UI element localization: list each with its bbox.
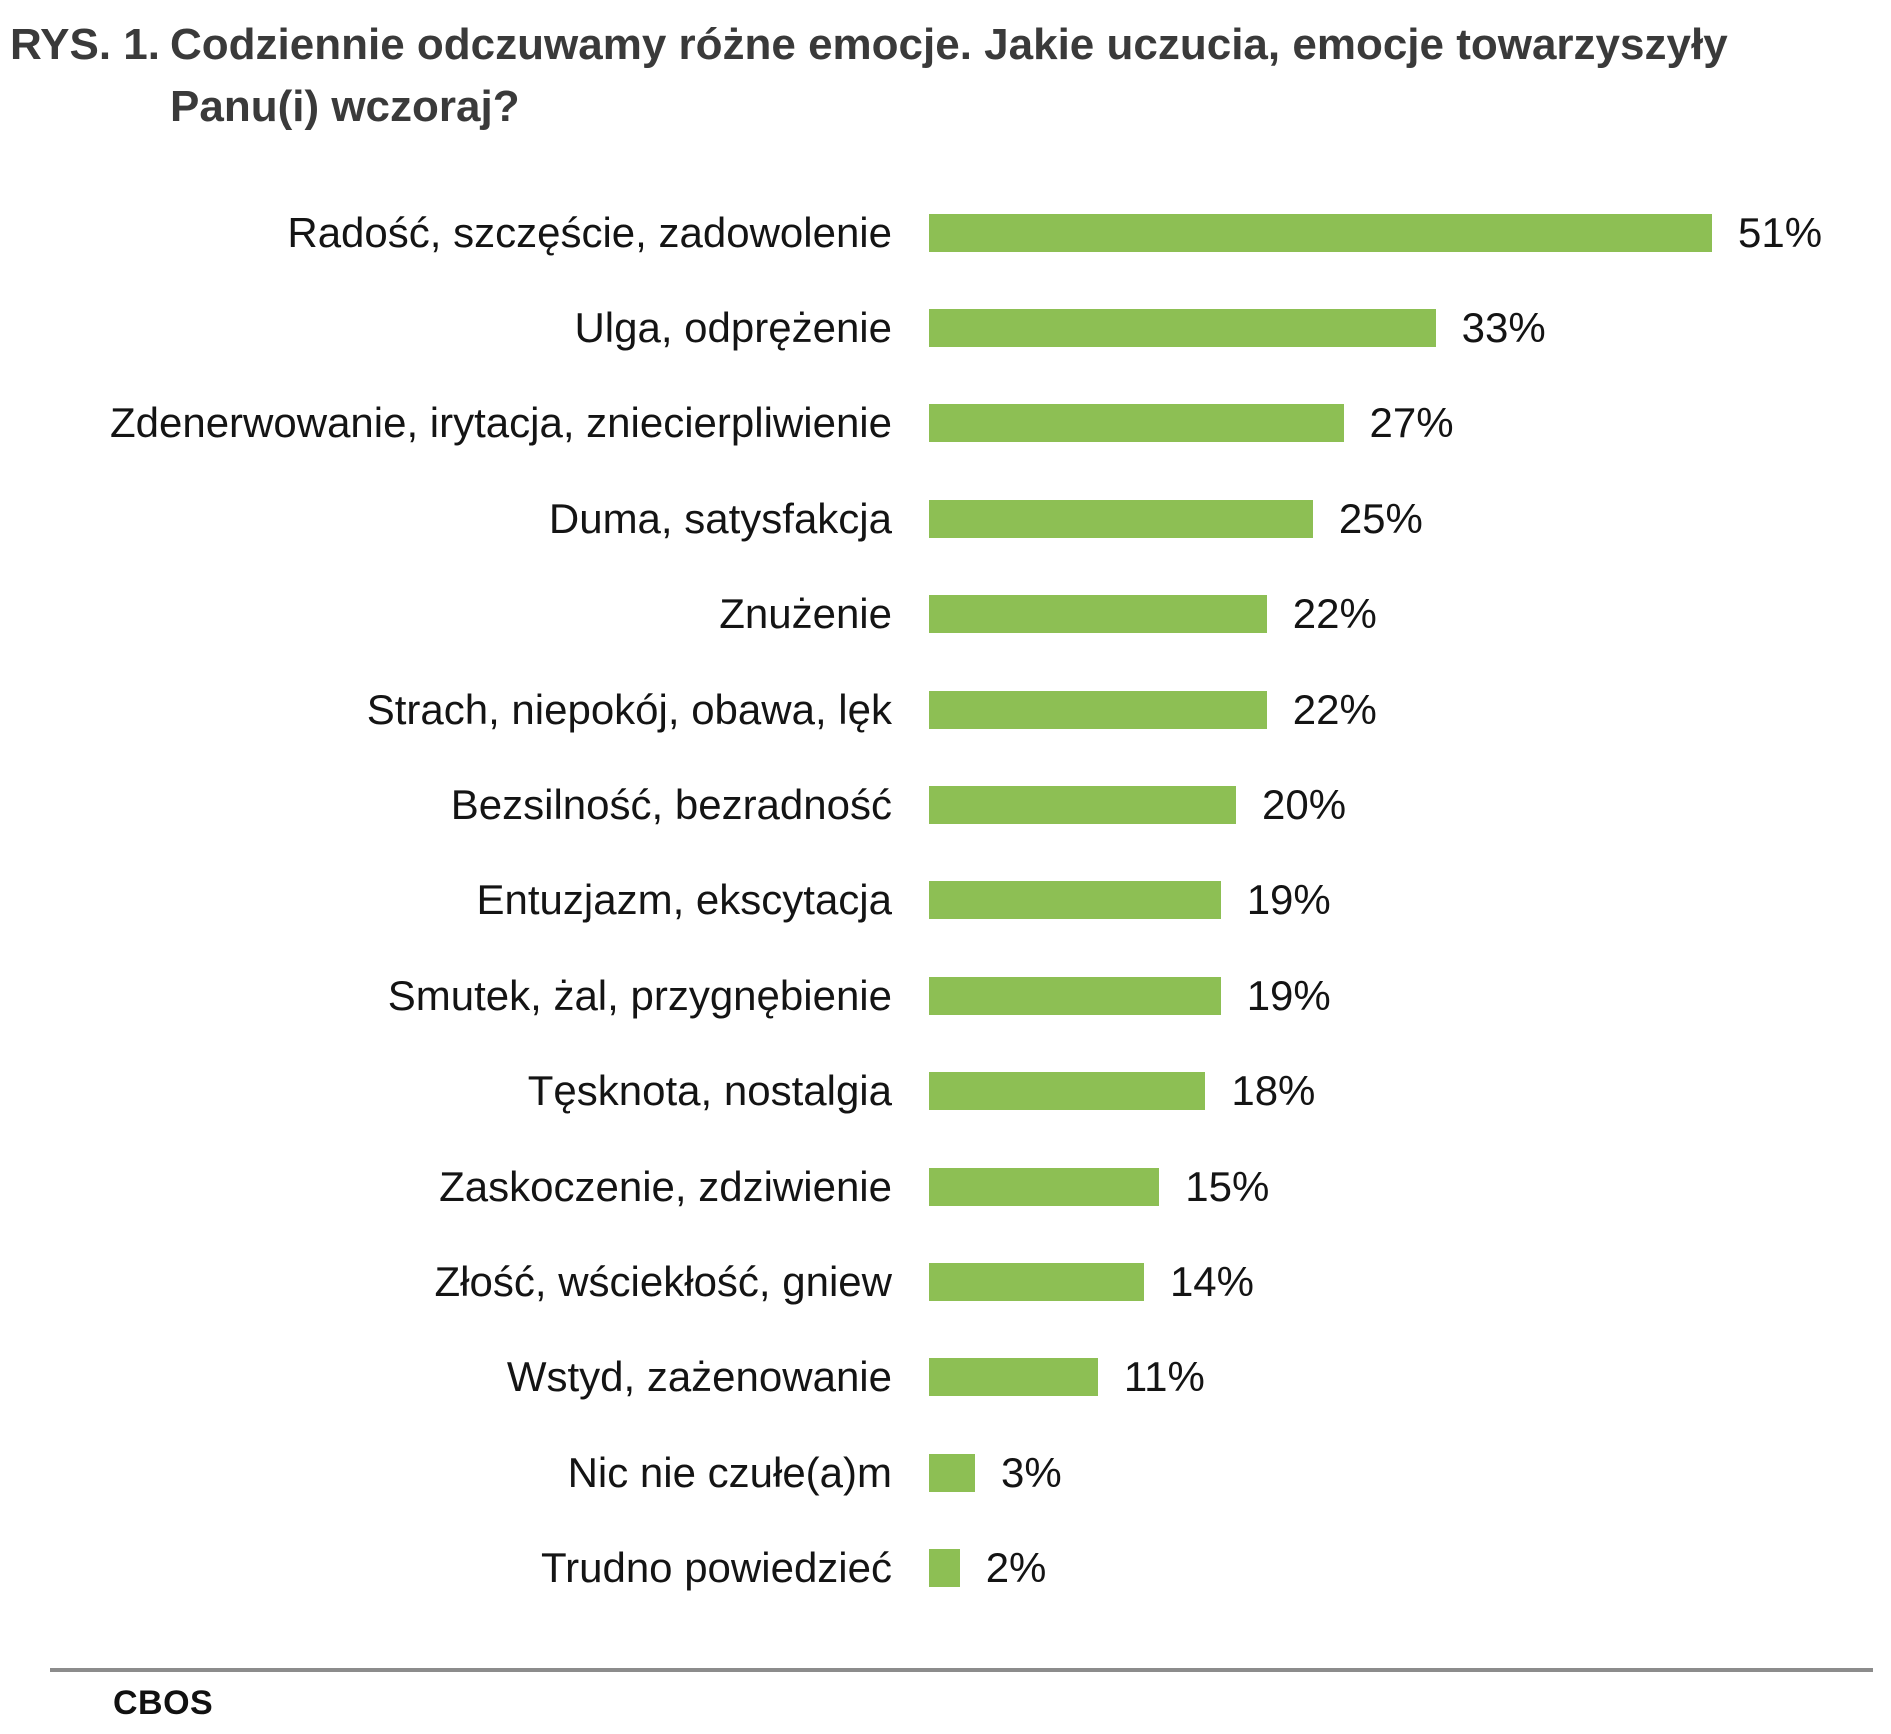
value-label: 19%: [1246, 876, 1331, 924]
category-label: Nic nie czułe(a)m: [567, 1448, 892, 1496]
bar-row: Zaskoczenie, zdziwienie 15%: [0, 1139, 1891, 1234]
bar-track: 22%: [929, 686, 1891, 734]
category-label: Bezsilność, bezradność: [450, 781, 892, 829]
bar: [929, 1453, 976, 1492]
category-label: Trudno powiedzieć: [541, 1544, 892, 1592]
bar: [929, 499, 1313, 538]
bar: [929, 1262, 1144, 1301]
value-label: 2%: [985, 1544, 1047, 1592]
bar-track: 22%: [929, 590, 1891, 638]
category-label: Znużenie: [719, 590, 892, 638]
bar-track: 2%: [929, 1544, 1891, 1592]
category-label: Zaskoczenie, zdziwienie: [439, 1162, 892, 1210]
value-label: 22%: [1292, 685, 1377, 733]
title-line-1: Codziennie odczuwamy różne emocje. Jakie…: [170, 20, 1728, 69]
bar: [929, 1549, 960, 1588]
bar-row: Bezsilność, bezradność 20%: [0, 757, 1891, 852]
bar-track: 18%: [929, 1067, 1891, 1115]
bar-row: Zdenerwowanie, irytacja, zniecierpliwien…: [0, 376, 1891, 471]
bar-row: Tęsknota, nostalgia 18%: [0, 1044, 1891, 1139]
bar: [929, 213, 1712, 252]
bar: [929, 404, 1344, 443]
value-label: 27%: [1369, 399, 1454, 447]
category-label: Zdenerwowanie, irytacja, zniecierpliwien…: [109, 399, 892, 447]
bar-track: 51%: [929, 209, 1891, 257]
bar-row: Entuzjazm, ekscytacja 19%: [0, 853, 1891, 948]
bar-track: 15%: [929, 1163, 1891, 1211]
title-prefix: RYS. 1.: [10, 20, 160, 69]
bar: [929, 595, 1267, 634]
value-label: 18%: [1231, 1067, 1316, 1115]
category-label: Duma, satysfakcja: [548, 494, 892, 542]
bar-track: 27%: [929, 399, 1891, 447]
value-label: 33%: [1461, 304, 1546, 352]
title-line-2: Panu(i) wczoraj?: [170, 82, 520, 131]
brand-label: CBOS: [113, 1684, 214, 1722]
value-label: 22%: [1292, 590, 1377, 638]
footer-divider: [50, 1668, 1873, 1672]
bar: [929, 786, 1237, 825]
title-text: Codziennie odczuwamy różne emocje. Jakie…: [170, 14, 1871, 138]
value-label: 15%: [1185, 1162, 1270, 1210]
category-label: Ulga, odprężenie: [574, 304, 892, 352]
value-label: 51%: [1738, 208, 1823, 256]
bar-track: 20%: [929, 781, 1891, 829]
category-label: Smutek, żal, przygnębienie: [387, 971, 892, 1019]
bar: [929, 309, 1436, 348]
bar-track: 14%: [929, 1258, 1891, 1306]
bar-chart: Radość, szczęście, zadowolenie 51% Ulga, o…: [0, 185, 1891, 1616]
bar: [929, 690, 1267, 729]
bar-row: Duma, satysfakcja 25%: [0, 471, 1891, 566]
category-label: Strach, niepokój, obawa, lęk: [366, 685, 892, 733]
bar-row: Nic nie czułe(a)m 3%: [0, 1425, 1891, 1520]
bar: [929, 1358, 1098, 1397]
bar-row: Znużenie 22%: [0, 567, 1891, 662]
bar-row: Wstyd, zażenowanie 11%: [0, 1330, 1891, 1425]
bar-row: Złość, wściekłość, gniew 14%: [0, 1234, 1891, 1329]
bar: [929, 976, 1221, 1015]
bar-track: 33%: [929, 304, 1891, 352]
bar-track: 11%: [929, 1353, 1891, 1401]
bar-row: Strach, niepokój, obawa, lęk 22%: [0, 662, 1891, 757]
value-label: 19%: [1246, 971, 1331, 1019]
category-label: Wstyd, zażenowanie: [506, 1353, 892, 1401]
bar: [929, 881, 1221, 920]
category-label: Złość, wściekłość, gniew: [434, 1257, 892, 1305]
bar-track: 19%: [929, 876, 1891, 924]
value-label: 20%: [1262, 781, 1347, 829]
bar-track: 19%: [929, 972, 1891, 1020]
bar-row: Ulga, odprężenie 33%: [0, 280, 1891, 375]
bar: [929, 1072, 1206, 1111]
bar-row: Smutek, żal, przygnębienie 19%: [0, 948, 1891, 1043]
bar-track: 3%: [929, 1449, 1891, 1497]
chart-title: RYS. 1. Codziennie odczuwamy różne emocj…: [10, 14, 1871, 138]
bar-row: Radość, szczęście, zadowolenie 51%: [0, 185, 1891, 280]
category-label: Radość, szczęście, zadowolenie: [287, 208, 892, 256]
value-label: 11%: [1123, 1353, 1205, 1401]
value-label: 25%: [1338, 494, 1423, 542]
category-label: Entuzjazm, ekscytacja: [476, 876, 893, 924]
value-label: 14%: [1169, 1257, 1254, 1305]
category-label: Tęsknota, nostalgia: [527, 1067, 892, 1115]
bar-row: Trudno powiedzieć 2%: [0, 1520, 1891, 1615]
bar-track: 25%: [929, 495, 1891, 543]
bar: [929, 1167, 1160, 1206]
value-label: 3%: [1001, 1448, 1062, 1496]
